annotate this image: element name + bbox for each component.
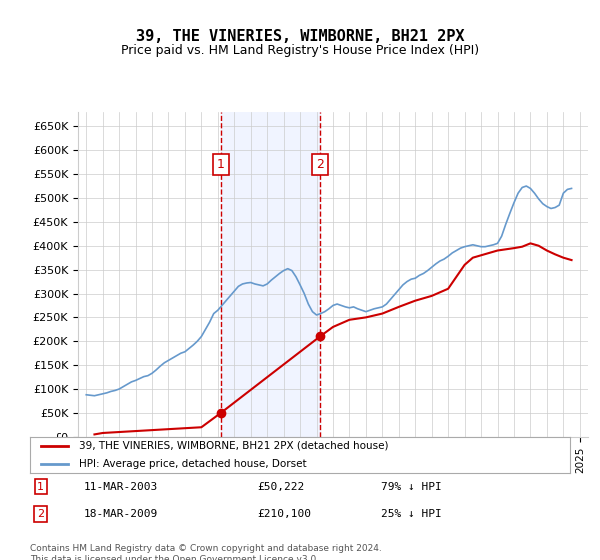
- Text: 1: 1: [217, 158, 225, 171]
- Text: Contains HM Land Registry data © Crown copyright and database right 2024.
This d: Contains HM Land Registry data © Crown c…: [30, 544, 382, 560]
- Text: HPI: Average price, detached house, Dorset: HPI: Average price, detached house, Dors…: [79, 459, 306, 469]
- Text: 1: 1: [37, 482, 44, 492]
- Text: 79% ↓ HPI: 79% ↓ HPI: [381, 482, 442, 492]
- Text: 39, THE VINERIES, WIMBORNE, BH21 2PX (detached house): 39, THE VINERIES, WIMBORNE, BH21 2PX (de…: [79, 441, 388, 451]
- Text: 39, THE VINERIES, WIMBORNE, BH21 2PX: 39, THE VINERIES, WIMBORNE, BH21 2PX: [136, 29, 464, 44]
- Text: £50,222: £50,222: [257, 482, 304, 492]
- Bar: [221, 112, 320, 437]
- Text: Price paid vs. HM Land Registry's House Price Index (HPI): Price paid vs. HM Land Registry's House …: [121, 44, 479, 57]
- Text: 2: 2: [316, 158, 324, 171]
- Text: 2: 2: [37, 509, 44, 519]
- Text: £210,100: £210,100: [257, 509, 311, 519]
- Text: 25% ↓ HPI: 25% ↓ HPI: [381, 509, 442, 519]
- Text: 18-MAR-2009: 18-MAR-2009: [84, 509, 158, 519]
- Text: 11-MAR-2003: 11-MAR-2003: [84, 482, 158, 492]
